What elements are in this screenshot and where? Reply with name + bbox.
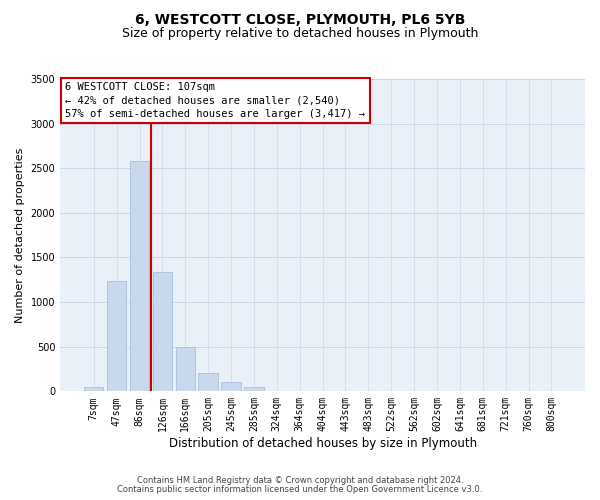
- Text: 6, WESTCOTT CLOSE, PLYMOUTH, PL6 5YB: 6, WESTCOTT CLOSE, PLYMOUTH, PL6 5YB: [135, 12, 465, 26]
- X-axis label: Distribution of detached houses by size in Plymouth: Distribution of detached houses by size …: [169, 437, 476, 450]
- Bar: [152, 272, 172, 392]
- Text: Contains public sector information licensed under the Open Government Licence v3: Contains public sector information licen…: [118, 485, 482, 494]
- Y-axis label: Number of detached properties: Number of detached properties: [15, 148, 25, 323]
- Bar: [107, 280, 127, 392]
- Bar: [221, 382, 241, 392]
- Bar: [84, 387, 103, 392]
- Text: 6 WESTCOTT CLOSE: 107sqm
← 42% of detached houses are smaller (2,540)
57% of sem: 6 WESTCOTT CLOSE: 107sqm ← 42% of detach…: [65, 82, 365, 118]
- Text: Size of property relative to detached houses in Plymouth: Size of property relative to detached ho…: [122, 28, 478, 40]
- Bar: [199, 374, 218, 392]
- Bar: [244, 387, 263, 392]
- Bar: [176, 346, 195, 392]
- Text: Contains HM Land Registry data © Crown copyright and database right 2024.: Contains HM Land Registry data © Crown c…: [137, 476, 463, 485]
- Bar: [130, 161, 149, 392]
